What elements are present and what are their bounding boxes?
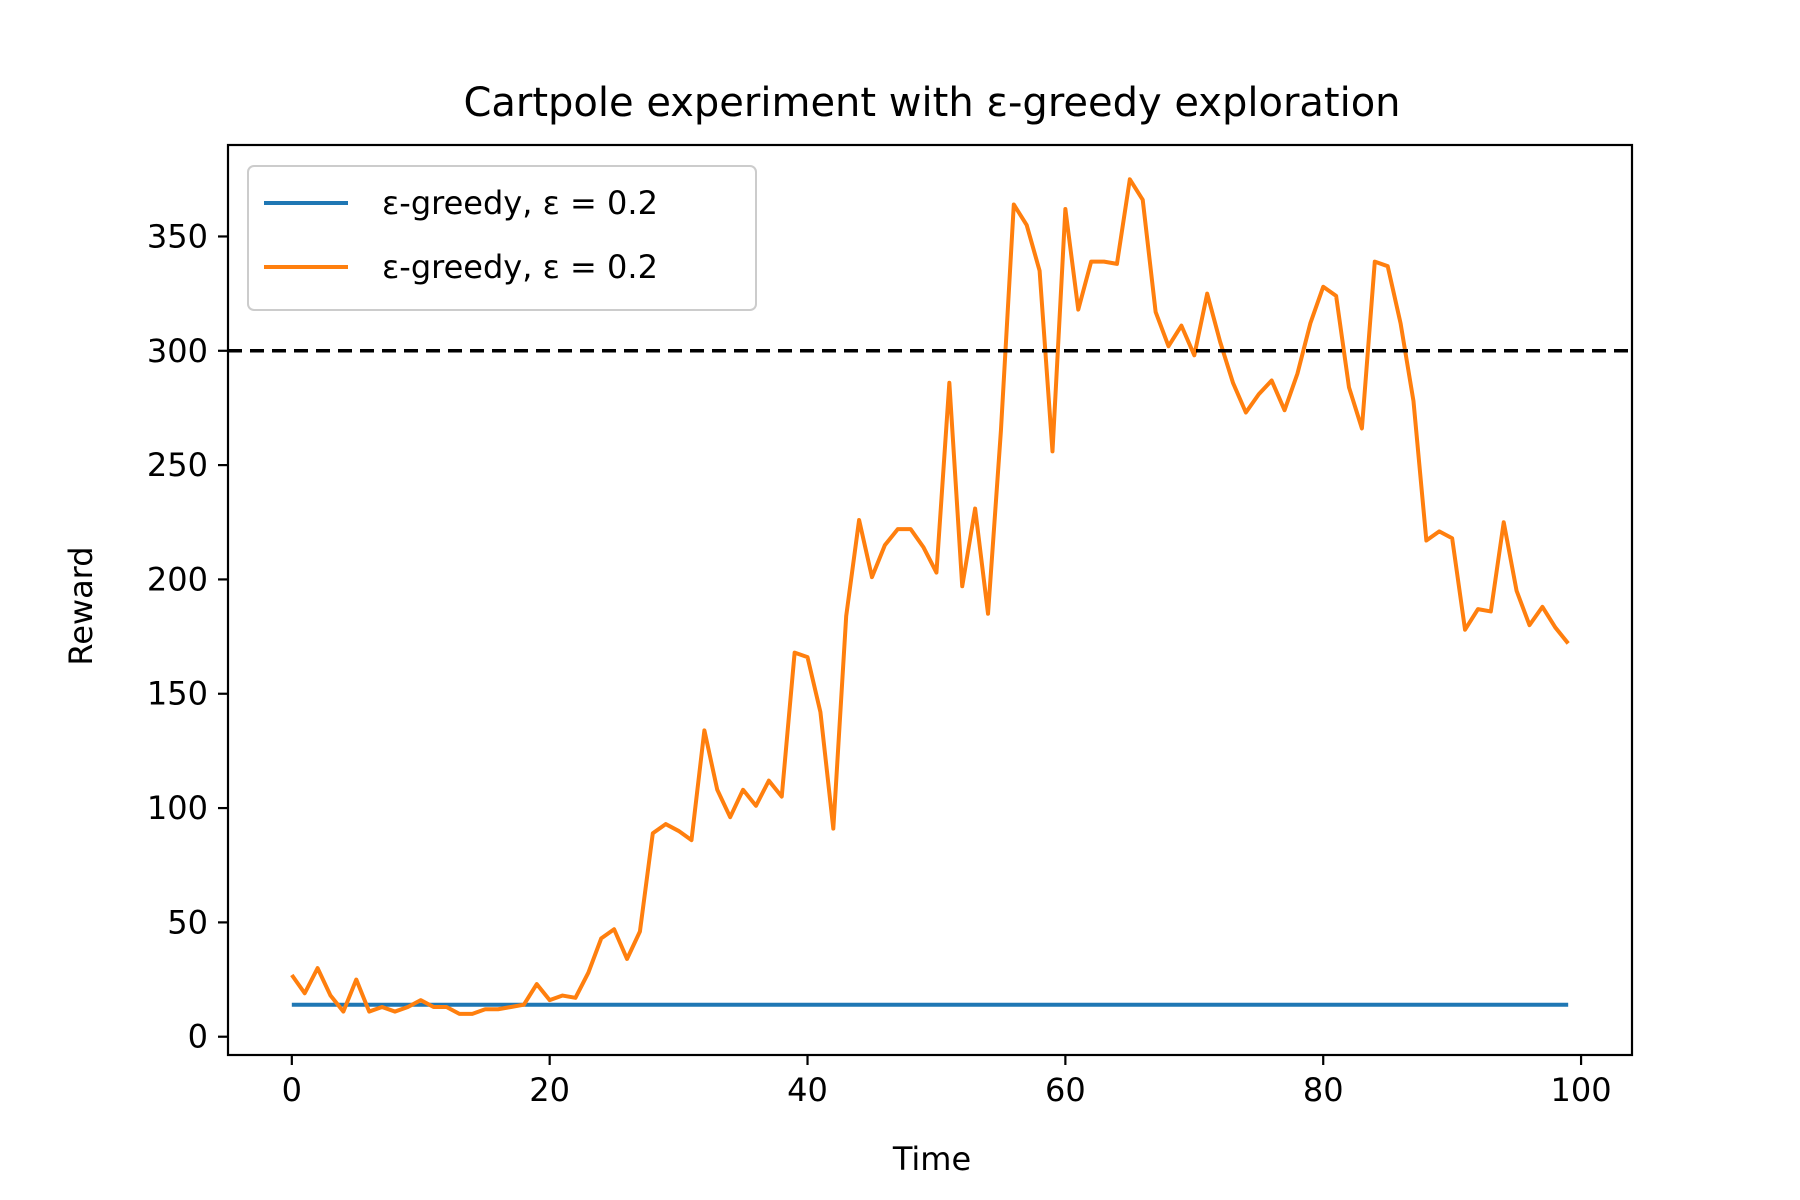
x-tick-label: 20 (529, 1071, 570, 1109)
x-tick-label: 100 (1551, 1071, 1612, 1109)
legend: ε-greedy, ε = 0.2 ε-greedy, ε = 0.2 (247, 165, 757, 311)
y-tick-label: 150 (147, 675, 208, 713)
series-layer (290, 177, 1570, 1016)
y-tick-label: 350 (147, 217, 208, 255)
y-tick-label: 100 (147, 789, 208, 827)
legend-label-1: ε-greedy, ε = 0.2 (382, 184, 658, 222)
legend-label-2: ε-greedy, ε = 0.2 (382, 248, 658, 286)
x-axis-label: Time (892, 1140, 971, 1178)
y-tick-label: 250 (147, 446, 208, 484)
x-axis: 0 20 40 60 80 100 (282, 1055, 1612, 1109)
chart-title: Cartpole experiment with ε-greedy explor… (463, 80, 1400, 126)
legend-box (247, 165, 757, 311)
y-tick-label: 200 (147, 560, 208, 598)
series-line-2 (290, 177, 1570, 1016)
plot-area (226, 143, 1634, 1057)
x-tick-label: 60 (1045, 1071, 1086, 1109)
x-tick-label: 80 (1303, 1071, 1344, 1109)
y-tick-label: 0 (188, 1018, 208, 1056)
y-axis-label: Reward (62, 546, 100, 665)
plot-frame (226, 143, 1634, 1057)
x-tick-label: 0 (282, 1071, 302, 1109)
y-tick-label: 300 (147, 332, 208, 370)
y-axis: 0 50 100 150 200 250 300 350 (147, 217, 228, 1056)
y-tick-label: 50 (167, 903, 208, 941)
x-tick-label: 40 (787, 1071, 828, 1109)
